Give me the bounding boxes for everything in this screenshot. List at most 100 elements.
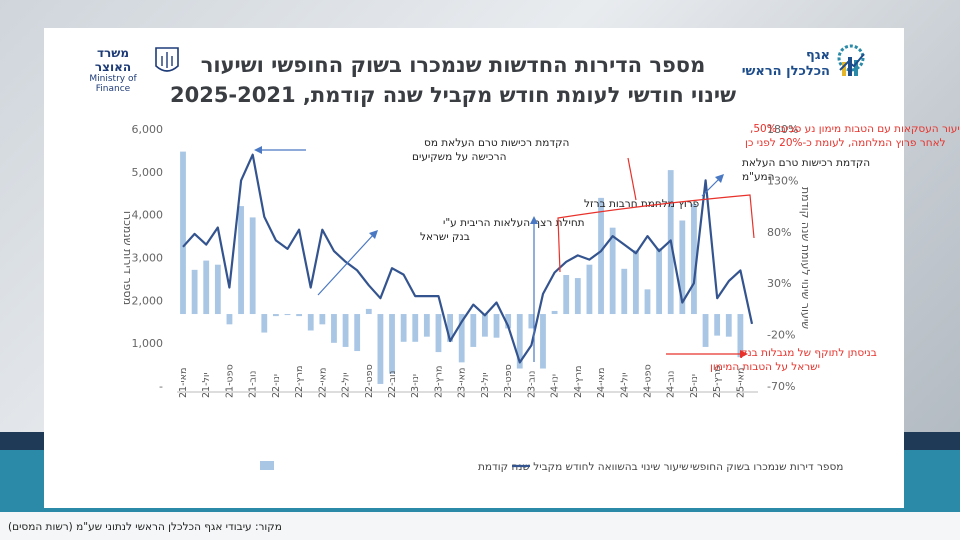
x-axis-ticks: מאי-21 יול-21 ספט-21 נוב-21 ינו-22 מרץ-22 מאי-… xyxy=(177,364,758,398)
annotation-text: שיעור העסקאות עם הטבות מימון נע סביב 50%… xyxy=(750,123,960,135)
y-left-tick-label: 4,000 xyxy=(132,209,164,222)
annotation-text: המע"מ xyxy=(742,171,775,183)
bar xyxy=(238,206,244,315)
bar xyxy=(435,314,442,353)
annotation-text: פרוץ מלחמת חרבות ברזל xyxy=(584,198,699,210)
y-right-tick-label: -20% xyxy=(767,329,795,342)
bar xyxy=(551,310,558,315)
x-tick-label: נוב-24 xyxy=(666,371,677,398)
bar xyxy=(261,314,268,333)
legend-bar-swatch xyxy=(260,461,274,470)
bar xyxy=(621,268,628,315)
logo-line-1: אגף xyxy=(805,48,830,63)
y-right-tick-label: -70% xyxy=(767,380,795,393)
right-axis: -70% -20% 30% 80% 130% 180% xyxy=(767,123,798,393)
annotation-vat: הקדמת רכישות טרם העלאת המע"מ xyxy=(701,157,870,197)
annotation-arrow xyxy=(701,177,721,197)
bar xyxy=(737,314,744,358)
annotation-text: הקדמת רכישות טרם העלאת xyxy=(742,157,870,169)
x-tick-label: מאי-21 xyxy=(178,368,189,398)
x-tick-label: ספט-22 xyxy=(364,364,375,398)
x-tick-label: מרץ-22 xyxy=(294,366,305,398)
bar xyxy=(493,314,500,338)
bar xyxy=(307,314,314,331)
bar xyxy=(702,314,709,347)
y-axis-right-label: שיעור שינוי לעומת שנה קודמת xyxy=(799,187,812,329)
bar xyxy=(656,248,663,315)
ministry-hebrew-name: משרד האוצר xyxy=(94,46,132,74)
bar xyxy=(365,308,372,315)
source-note: מקור: עיבודי אגף הכלכלן הראשי לנתוני שע"… xyxy=(8,521,282,533)
y-left-tick-label: 1,000 xyxy=(132,337,164,350)
title-line-1: מספר הדירות החדשות שנמכרו בשוק החופשי וש… xyxy=(200,53,706,77)
annotation-boi-limits: בניסתן לתוקף של מגבלות בנק ישראל על הטבו… xyxy=(666,347,877,373)
logo-line-2: הכלכלן הראשי xyxy=(741,64,830,79)
bar xyxy=(540,314,546,369)
arrow-head-icon xyxy=(254,146,262,154)
annotation-tax-investors: הקדמת רכישות טרם העלאת מס הרכישה על משקי… xyxy=(254,137,569,163)
x-tick-label: נוב-22 xyxy=(387,371,398,398)
annotation-bracket xyxy=(557,194,755,273)
annotation-text: ישראל על הטבות המימון xyxy=(710,361,820,373)
bar xyxy=(505,314,512,329)
x-tick-label: ינו-23 xyxy=(410,374,421,398)
arrow-head-icon xyxy=(369,230,378,239)
bar xyxy=(574,278,581,315)
arrow-head-icon xyxy=(715,174,724,183)
bar xyxy=(725,314,732,337)
state-emblem-icon xyxy=(155,47,179,72)
ministry-logo-text: משרד האוצר Ministry of Finance xyxy=(78,46,148,94)
chart-legend: שיעור שינוי בהשוואה לחודש מקביל שנה קודמ… xyxy=(260,461,843,473)
x-tick-label: נוב-23 xyxy=(526,371,537,398)
x-tick-label: יול-23 xyxy=(480,372,491,398)
x-tick-label: מאי-22 xyxy=(317,368,328,398)
annotation-arrow xyxy=(317,233,375,296)
annotation-war: פרוץ מלחמת חרבות ברזל xyxy=(530,198,699,362)
x-tick-label: ספט-24 xyxy=(642,364,653,398)
ministry-english-name: Ministry of Finance xyxy=(89,74,137,94)
bar xyxy=(180,151,186,315)
x-tick-label: ספט-21 xyxy=(224,364,235,398)
left-axis: - 1,000 2,000 3,000 4,000 5,000 6,000 xyxy=(132,123,164,393)
bar xyxy=(528,314,535,329)
x-tick-label: מרץ-25 xyxy=(712,366,723,398)
x-tick-label: ינו-24 xyxy=(550,374,561,398)
x-tick-label: מאי-25 xyxy=(735,368,746,398)
bar xyxy=(354,314,361,352)
bar xyxy=(458,314,465,363)
x-tick-label: ספט-23 xyxy=(503,364,514,398)
bar xyxy=(249,217,256,315)
chief-economist-logo-text: אגף הכלכלן הראשי xyxy=(738,48,830,80)
y-right-tick-label: 130% xyxy=(767,174,798,187)
x-tick-label: נוב-21 xyxy=(248,371,259,398)
bar xyxy=(342,314,349,347)
annotation-text: הקדמת רכישות טרם העלאת מס xyxy=(424,137,569,149)
bar xyxy=(644,289,651,315)
bar xyxy=(609,227,616,315)
bar xyxy=(191,269,198,315)
y-left-tick-label: - xyxy=(159,380,163,393)
y-left-tick-label: 2,000 xyxy=(132,294,164,307)
x-tick-label: יול-22 xyxy=(341,372,352,398)
bar xyxy=(447,314,453,342)
bar xyxy=(377,314,384,384)
bar-series xyxy=(180,151,744,384)
footer-band-light xyxy=(0,512,960,540)
bar xyxy=(412,314,419,342)
chief-economist-logo-icon xyxy=(837,44,865,76)
bar xyxy=(203,260,210,315)
legend-bar-label: שיעור שינוי בהשוואה לחודש מקביל שנה קודמ… xyxy=(478,461,689,473)
annotation-connector xyxy=(627,157,637,201)
y-right-tick-label: 80% xyxy=(767,226,791,239)
annotation-text: לאחר פרוץ המלחמה, לעומת כ-20% לפני כן xyxy=(745,137,946,149)
annotation-financing-share: שיעור העסקאות עם הטבות מימון נע סביב 50%… xyxy=(557,123,960,273)
title-line-2: שינוי חודשי לעומת חודש מקביל שנה קודמת, … xyxy=(169,83,736,107)
annotation-text: הרכישה על משקיעים xyxy=(412,151,506,163)
bar xyxy=(470,314,477,347)
legend-line-label: מספר דירות שנמכרו בשוק החופשי xyxy=(690,461,843,473)
bar xyxy=(214,264,221,315)
y-left-tick-label: 6,000 xyxy=(132,123,164,136)
bar xyxy=(423,314,430,337)
annotation-text: בניסתן לתוקף של מגבלות בנק xyxy=(740,347,877,359)
